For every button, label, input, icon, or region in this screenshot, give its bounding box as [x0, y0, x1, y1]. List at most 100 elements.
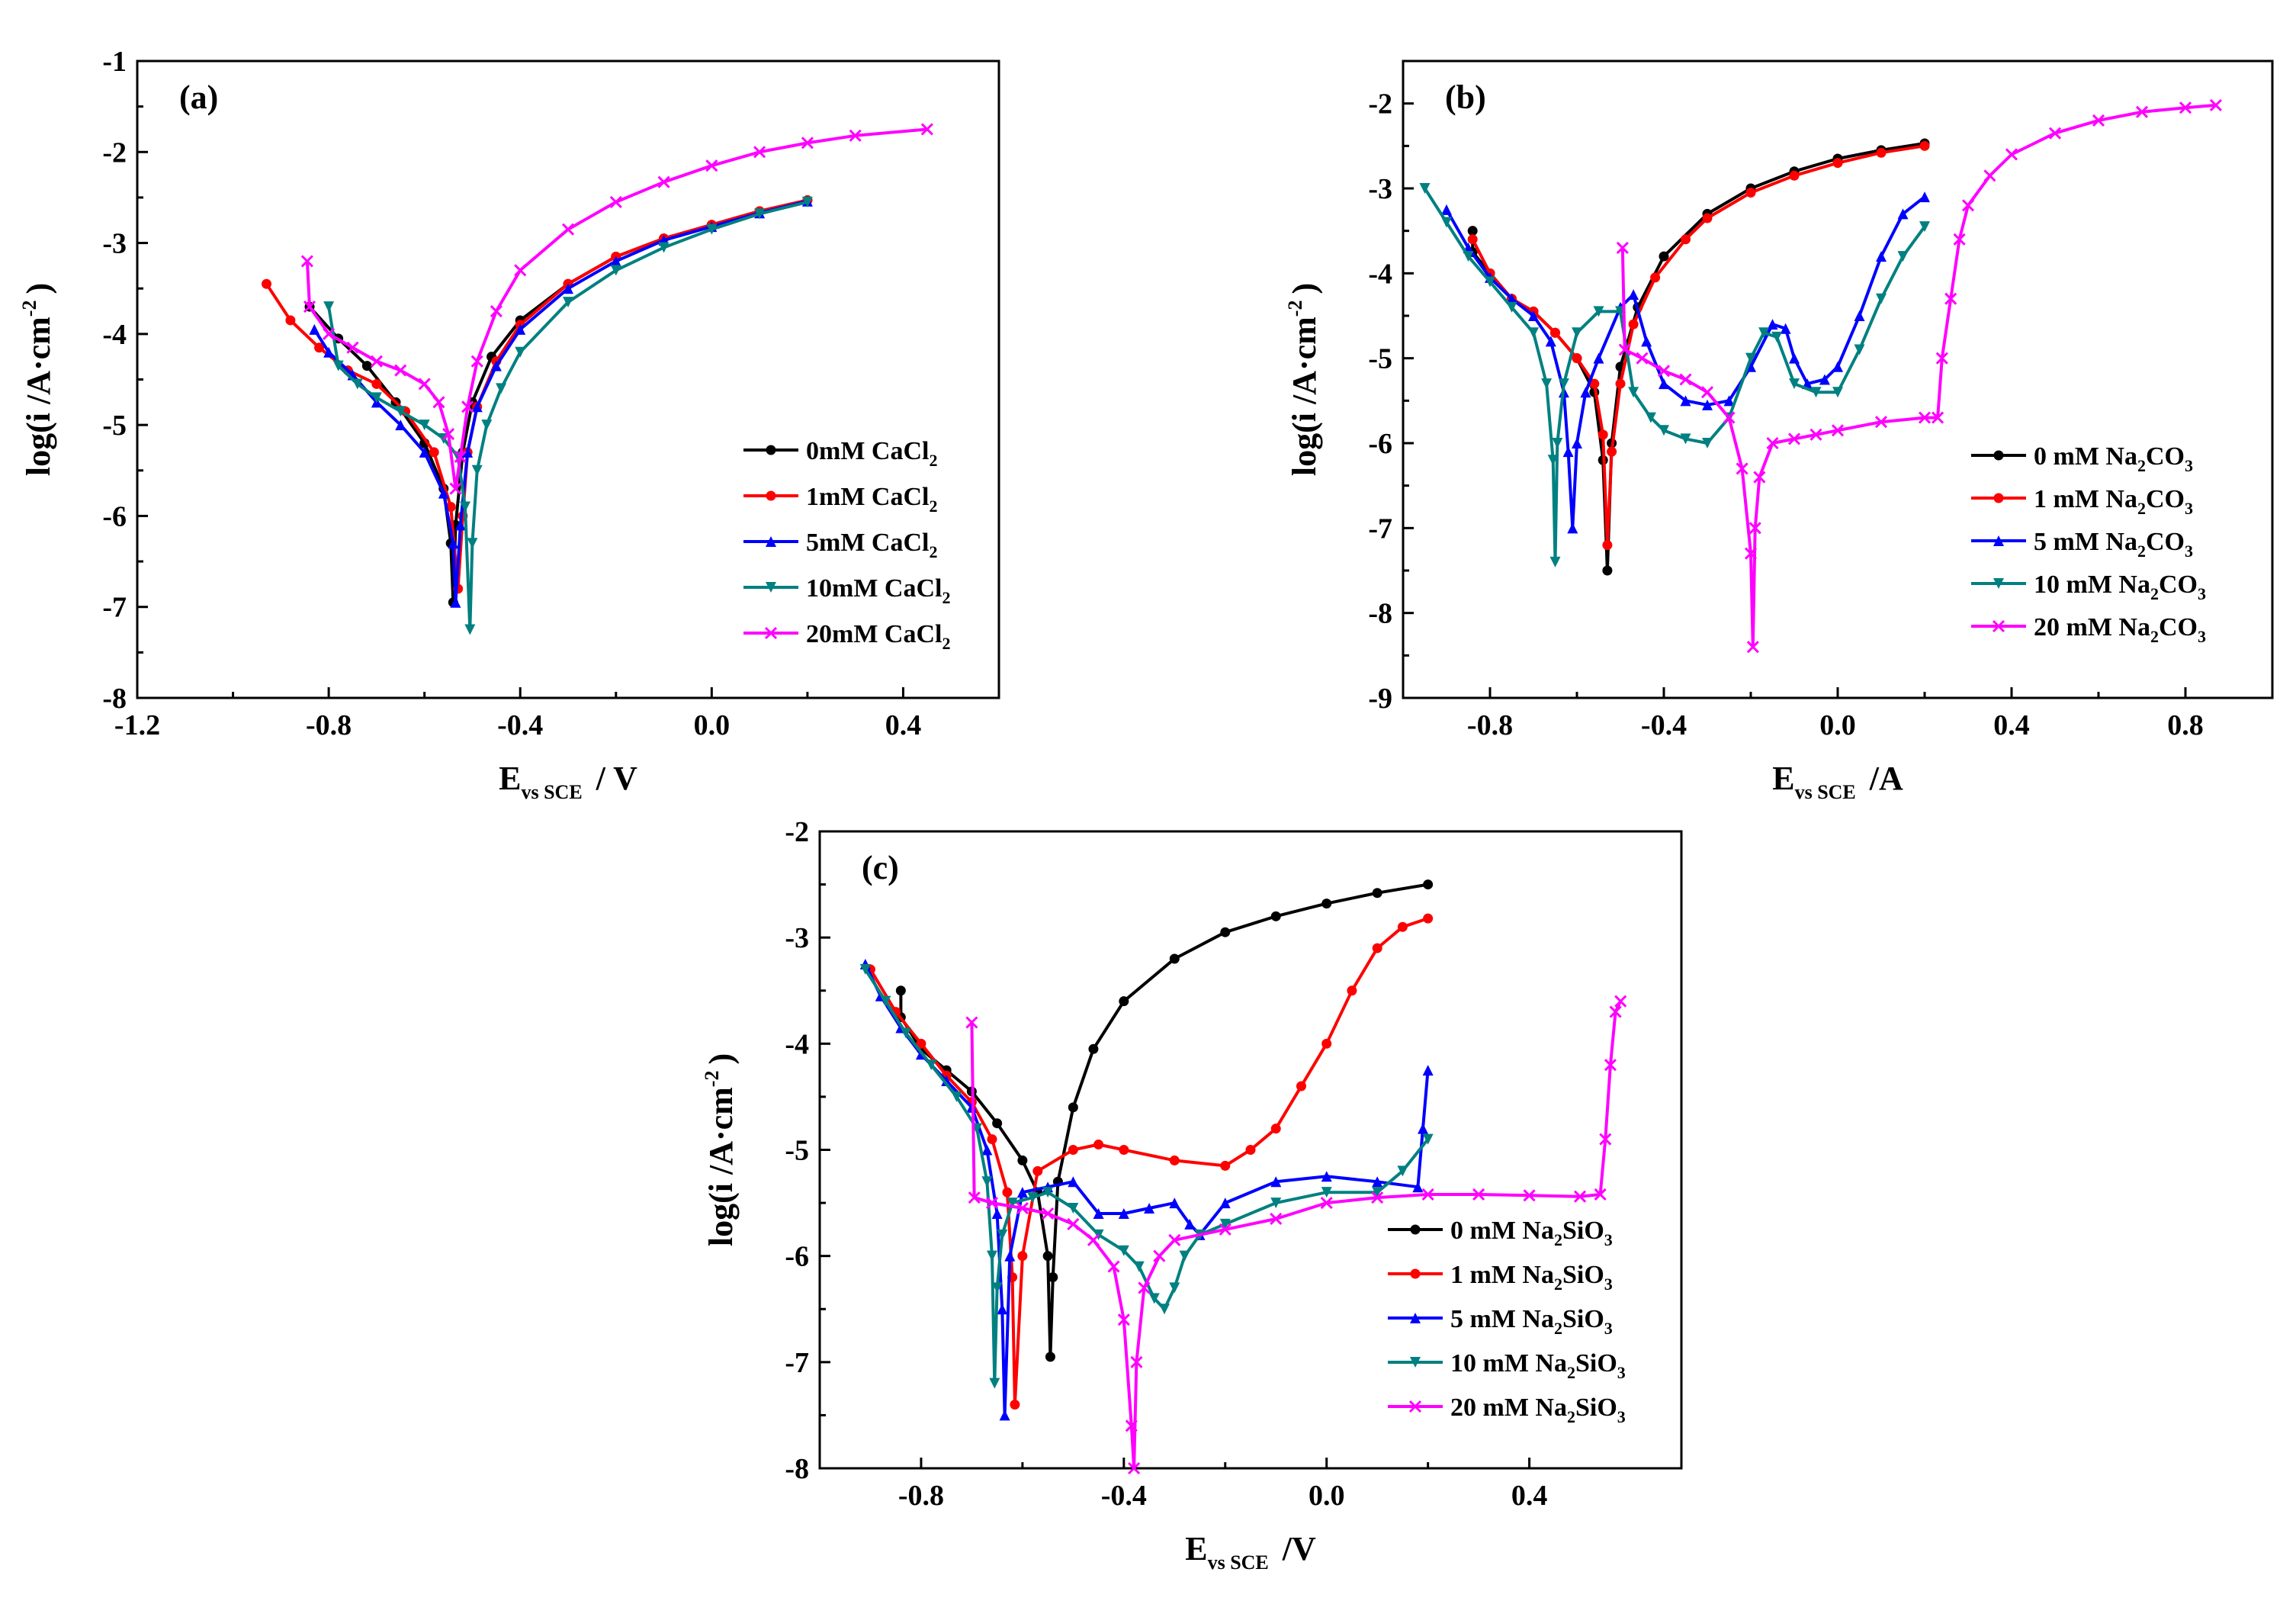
- legend-label-subscript: 3: [2185, 456, 2193, 475]
- data-point: [1130, 1355, 1143, 1368]
- series-curve: [1620, 103, 2217, 649]
- data-point: [1659, 251, 1669, 262]
- x-axis-title-subscript: vs SCE: [521, 781, 582, 803]
- data-point: [951, 1091, 962, 1102]
- data-point: [1602, 540, 1613, 551]
- data-point: [1876, 147, 1887, 158]
- data-point: [462, 446, 474, 458]
- data-point: [1016, 1187, 1028, 1198]
- data-point: [1219, 1198, 1231, 1209]
- legend-label-text: 10 mM Na: [2034, 571, 2150, 599]
- x-axis-title-unit: /A: [1869, 760, 1903, 797]
- data-point: [609, 195, 622, 208]
- legend-label-subscript: 2: [942, 634, 950, 653]
- legend-label: 10 mM Na2CO3: [2034, 571, 2206, 603]
- data-point: [1745, 188, 1756, 198]
- data-point: [1032, 1165, 1043, 1176]
- data-point: [1372, 888, 1382, 899]
- data-point: [1270, 1124, 1281, 1134]
- legend-label-subscript: 3: [1604, 1319, 1613, 1338]
- legend-label-subscript: 3: [1617, 1407, 1626, 1426]
- data-point: [1042, 1251, 1053, 1262]
- data-point: [658, 242, 670, 253]
- data-point: [1422, 1065, 1434, 1076]
- data-point: [1419, 183, 1431, 194]
- legend-label-subscript: 3: [2198, 627, 2206, 646]
- data-point: [1983, 169, 1996, 182]
- data-point: [563, 283, 573, 294]
- data-point: [454, 519, 466, 531]
- data-point: [1068, 1102, 1078, 1113]
- data-point: [753, 146, 766, 159]
- data-point: [1169, 1282, 1180, 1294]
- data-point: [432, 396, 445, 409]
- data-point: [1423, 913, 1434, 924]
- data-point: [1220, 1160, 1231, 1171]
- data-point: [1472, 1188, 1485, 1201]
- legend-marker: [766, 490, 776, 501]
- data-point: [1746, 641, 1759, 654]
- legend-label-text: 1mM CaCl: [806, 483, 929, 511]
- series-curve: [1445, 195, 1926, 530]
- legend-label-subscript: 2: [1567, 1407, 1575, 1426]
- data-point: [1148, 1293, 1160, 1304]
- legend-label-text: 10mM CaCl: [806, 574, 942, 603]
- data-point: [1736, 462, 1748, 475]
- data-point: [1573, 1190, 1587, 1203]
- legend-label-text: 5 mM Na: [1450, 1305, 1554, 1333]
- data-point: [1045, 1352, 1055, 1362]
- data-point: [1766, 436, 1779, 450]
- x-tick-label: -1.2: [114, 709, 160, 741]
- y-tick-label: -3: [785, 922, 809, 954]
- data-point: [1184, 1218, 1196, 1230]
- data-point: [1138, 1281, 1151, 1294]
- legend-label-subscript: 3: [1604, 1230, 1613, 1249]
- legend-label-subscript: 2: [2137, 456, 2146, 475]
- data-point: [471, 401, 483, 413]
- data-point: [1628, 387, 1639, 398]
- legend-label-subscript: 3: [2198, 584, 2206, 603]
- legend-entry: 10 mM Na2CO3: [1971, 571, 2206, 603]
- y-axis-title-main: log(i /A·cm: [1286, 317, 1323, 476]
- data-point: [1650, 272, 1661, 283]
- data-point: [1421, 1188, 1434, 1201]
- y-tick-label: -2: [102, 137, 127, 169]
- data-point: [561, 223, 575, 236]
- series-line: [323, 196, 813, 635]
- data-point: [1616, 241, 1629, 254]
- legend-label-subscript: 2: [1567, 1363, 1575, 1382]
- data-point: [1107, 1260, 1120, 1273]
- x-tick-label: 0.0: [694, 709, 731, 741]
- data-point: [981, 1144, 993, 1156]
- y-tick-label: -9: [1368, 683, 1392, 715]
- data-point: [1604, 1059, 1617, 1072]
- data-point: [470, 355, 483, 368]
- series-line: [965, 995, 1627, 1475]
- legend-label-text: SiO: [1562, 1305, 1604, 1333]
- x-tick-label: 0.4: [1993, 709, 2030, 741]
- data-point: [1321, 1171, 1332, 1182]
- data-point: [2179, 101, 2192, 114]
- legend-label-text: 5mM CaCl: [806, 529, 929, 557]
- data-point: [1270, 1198, 1282, 1209]
- data-point: [303, 301, 316, 313]
- legend-label-text: 10 mM Na: [1450, 1349, 1567, 1378]
- data-point: [1506, 293, 1517, 304]
- data-point: [515, 346, 526, 358]
- legend-marker: [1993, 493, 2004, 503]
- data-point: [2092, 114, 2105, 127]
- data-point: [395, 420, 406, 431]
- y-tick-label: -6: [1368, 428, 1392, 460]
- data-point: [361, 361, 372, 371]
- y-tick-label: -4: [785, 1028, 809, 1060]
- legend-label-text: CO: [2146, 528, 2185, 556]
- data-point: [1607, 446, 1617, 457]
- data-point: [323, 327, 336, 340]
- legend-label: 0 mM Na2SiO3: [1450, 1217, 1613, 1249]
- panel-label: (b): [1445, 79, 1486, 116]
- data-point: [1007, 1198, 1018, 1209]
- data-point: [1144, 1203, 1155, 1214]
- legend-label-text: 0 mM Na: [1450, 1217, 1554, 1245]
- data-point: [1347, 985, 1357, 996]
- data-point: [991, 1282, 1003, 1294]
